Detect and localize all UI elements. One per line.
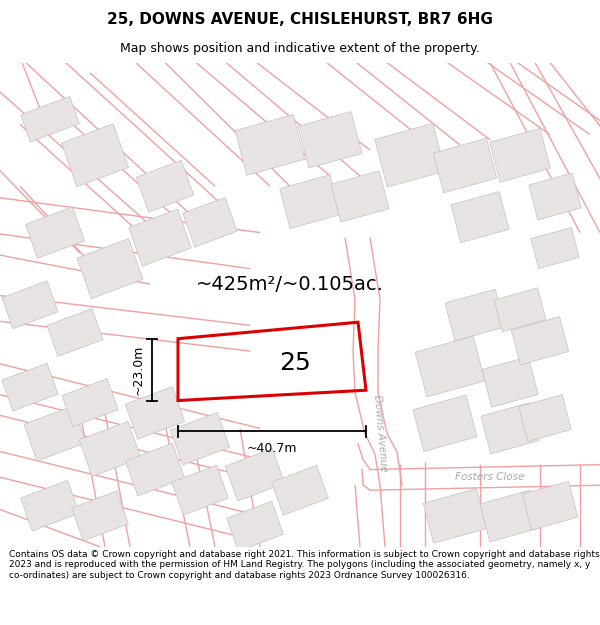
Polygon shape xyxy=(331,171,389,222)
Polygon shape xyxy=(298,111,362,168)
Polygon shape xyxy=(71,491,128,541)
Polygon shape xyxy=(136,160,194,212)
Polygon shape xyxy=(433,138,497,192)
Polygon shape xyxy=(445,289,505,341)
Polygon shape xyxy=(26,207,85,258)
Text: ~23.0m: ~23.0m xyxy=(132,344,145,395)
Polygon shape xyxy=(170,412,230,465)
Polygon shape xyxy=(2,281,58,329)
Polygon shape xyxy=(511,317,569,365)
Polygon shape xyxy=(125,387,185,439)
Polygon shape xyxy=(125,443,185,496)
Polygon shape xyxy=(415,336,485,397)
Polygon shape xyxy=(451,191,509,242)
Polygon shape xyxy=(183,198,237,247)
Text: Downs Avenue: Downs Avenue xyxy=(372,394,389,472)
Text: Fosters Close: Fosters Close xyxy=(455,472,524,482)
Polygon shape xyxy=(77,239,143,299)
Polygon shape xyxy=(531,228,579,269)
Polygon shape xyxy=(21,96,79,142)
Polygon shape xyxy=(494,288,546,332)
Polygon shape xyxy=(227,501,283,551)
Polygon shape xyxy=(519,394,571,441)
Polygon shape xyxy=(129,209,191,266)
Polygon shape xyxy=(2,363,58,411)
Polygon shape xyxy=(62,379,118,426)
Text: ~40.7m: ~40.7m xyxy=(247,442,297,455)
Text: Map shows position and indicative extent of the property.: Map shows position and indicative extent… xyxy=(120,42,480,55)
Polygon shape xyxy=(375,123,445,187)
Polygon shape xyxy=(480,490,540,542)
Polygon shape xyxy=(529,173,581,220)
Polygon shape xyxy=(481,402,539,454)
Polygon shape xyxy=(423,489,487,543)
Text: Contains OS data © Crown copyright and database right 2021. This information is : Contains OS data © Crown copyright and d… xyxy=(9,550,599,580)
Polygon shape xyxy=(24,406,86,461)
Polygon shape xyxy=(172,465,229,515)
Polygon shape xyxy=(522,481,578,530)
Polygon shape xyxy=(79,421,141,476)
Polygon shape xyxy=(490,128,550,182)
Polygon shape xyxy=(235,114,305,176)
Text: 25: 25 xyxy=(279,351,311,376)
Polygon shape xyxy=(280,175,340,229)
Text: ~425m²/~0.105ac.: ~425m²/~0.105ac. xyxy=(196,276,384,294)
Polygon shape xyxy=(61,124,128,187)
Polygon shape xyxy=(47,309,103,356)
Polygon shape xyxy=(272,465,328,515)
Polygon shape xyxy=(413,395,477,451)
Polygon shape xyxy=(482,357,538,408)
Text: 25, DOWNS AVENUE, CHISLEHURST, BR7 6HG: 25, DOWNS AVENUE, CHISLEHURST, BR7 6HG xyxy=(107,12,493,28)
Polygon shape xyxy=(20,481,79,531)
Polygon shape xyxy=(226,449,284,501)
